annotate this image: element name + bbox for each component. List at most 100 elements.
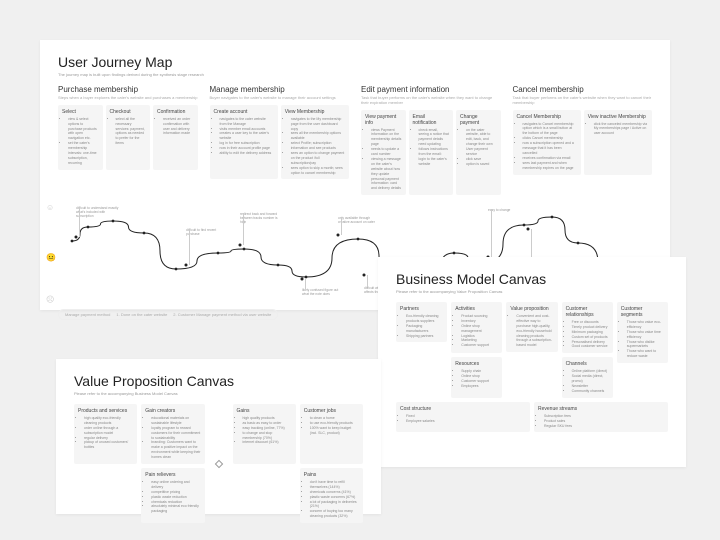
bmc-relationships-title: Customer relationships — [566, 306, 609, 318]
step-title: View payment info — [365, 114, 402, 126]
bmc-relationships: Customer relationships Free or discounts… — [562, 302, 613, 353]
bmc-partners: Partners Eco-friendly cleaning products … — [396, 302, 447, 342]
bmc-channels: Channels Online platform (direct)Social … — [562, 357, 613, 397]
step-title: Email notification — [413, 114, 450, 126]
journey-step: View Membership navigates to the My memb… — [281, 105, 349, 180]
list-item: sees all the membership options availabl… — [291, 131, 345, 141]
step-title: View inactive Membership — [588, 114, 648, 120]
list-item: 100% want to keep budget (incl. SLC, pro… — [310, 426, 359, 436]
list-item: ability to edit the delivery address — [220, 151, 274, 156]
list-item: internet discount (61%) — [243, 440, 292, 445]
journey-step: Select view & select options to purchase… — [58, 105, 103, 170]
vpc-gain-creators: Gain creators educational materials on s… — [141, 404, 204, 464]
list-item: Those who dislike supermarkets — [627, 340, 664, 350]
phase-desc: Steps when a buyer explores the cater's … — [58, 96, 198, 101]
list-item: navigates to Cancel membership option wh… — [523, 122, 577, 137]
bmc-channels-title: Channels — [566, 361, 609, 367]
list-item: Those who want to reduce waste — [627, 349, 664, 359]
list-item: click the canceled membership via My mem… — [594, 122, 648, 137]
bmc-revenue-title: Revenue streams — [538, 406, 664, 412]
bmc-activities: Activities Product sourcingInventoryOnli… — [451, 302, 502, 353]
list-item: to change and stop membership (70%) — [243, 431, 292, 441]
step-title: Confirmation — [157, 109, 194, 115]
step-title: Change payment — [460, 114, 497, 126]
step-title: Create account — [214, 109, 274, 115]
journey-title: User Journey Map — [58, 54, 652, 70]
bmc-cost: Cost structure FixedEmployee salaries — [396, 402, 530, 433]
vpc-products: Products and services high quality eco-f… — [74, 404, 137, 464]
list-item: select all the necessary services: payme… — [116, 117, 147, 146]
list-item: Regular SKU fees — [544, 424, 664, 429]
journey-step: Change payment on the cater website, abl… — [456, 110, 501, 196]
vpc-jobs: Customer jobs to clean a hometo use eco-… — [300, 404, 363, 464]
vpc-pains: Pains don't have time to refillthemselve… — [300, 468, 363, 523]
emotion-icon: 😐 — [46, 253, 56, 262]
legend-item: Manage payment method — [65, 312, 110, 317]
vpc-pains-title: Pains — [304, 472, 359, 478]
journey-step: Checkout select all the necessary servic… — [106, 105, 151, 170]
vpc-subtitle: Please refer to the accompanying Busines… — [74, 391, 363, 396]
list-item: Eco-friendly cleaning products suppliers — [406, 314, 443, 324]
bmc-resources-title: Resources — [455, 361, 498, 367]
list-item: views Payment information on the members… — [371, 128, 402, 148]
curve-caption: easy to change — [488, 209, 532, 213]
vpc-title: Value Proposition Canvas — [74, 373, 363, 389]
vpc-gains-title: Gains — [237, 408, 292, 414]
phase-desc: Buyer navigates to the cater's website t… — [210, 96, 350, 101]
vpc-gains: Gains high quality productsas basic as e… — [233, 404, 296, 464]
list-item: now a subscription opened and a message … — [523, 141, 577, 156]
vpc-pain-relievers-title: Pain relievers — [145, 472, 200, 478]
bmc-segments: Customer segments Those who value eco-ef… — [617, 302, 668, 363]
journey-phase: Purchase membership Steps when a buyer e… — [58, 85, 198, 195]
list-item: creates a user key to the cater's websit… — [220, 131, 274, 141]
list-item: Shipping partners — [406, 334, 443, 339]
list-item: sees last payment and when membership ex… — [523, 161, 577, 171]
phase-title: Purchase membership — [58, 85, 198, 94]
step-title: Cancel Membership — [517, 114, 577, 120]
phase-desc: Task that buyer performs on the cater's … — [361, 96, 501, 106]
phase-row: Purchase membership Steps when a buyer e… — [58, 85, 652, 195]
list-item: option is saved — [466, 162, 497, 167]
list-item: high quality eco-friendly cleaning produ… — [84, 416, 133, 426]
list-item: easy online ordering and delivery — [151, 480, 200, 490]
list-item: concern of buying too many cleaning prod… — [310, 509, 359, 519]
vpc-connector — [209, 404, 229, 523]
list-item: select Profile; subscription information… — [291, 141, 345, 151]
list-item: a lot of packaging in deliveries (21%) — [310, 500, 359, 510]
list-item: easy tracking (online, 77%) — [243, 426, 292, 431]
list-item: Those who value eco-efficiency — [627, 320, 664, 330]
list-item: Employees — [461, 384, 498, 389]
list-item: Packaging manufacturers — [406, 324, 443, 334]
curve-caption: only available through creative account … — [338, 217, 382, 225]
emotion-icon: ☹ — [46, 295, 54, 304]
list-item: pickup of unused customers' bottles — [84, 440, 133, 450]
bmc-resources: Resources Supply chainOnline shopCustome… — [451, 357, 502, 397]
step-row: Select view & select options to purchase… — [58, 105, 198, 170]
list-item: Those who value time efficiency — [627, 330, 664, 340]
step-title: Checkout — [110, 109, 147, 115]
legend-item: 2. Customer Manage payment method via us… — [173, 312, 271, 317]
list-item: view & select options to purchase produc… — [68, 117, 99, 141]
bmc-title: Business Model Canvas — [396, 271, 668, 287]
step-row: View payment info views Payment informat… — [361, 110, 501, 196]
bmc-subtitle: Please refer to the accompanying Value P… — [396, 289, 668, 294]
bmc-partners-title: Partners — [400, 306, 443, 312]
bmc-segments-title: Customer segments — [621, 306, 664, 318]
step-title: Select — [62, 109, 99, 115]
list-item: plastic waste concerns (67%) — [310, 495, 359, 500]
vpc-panel: Value Proposition Canvas Please refer to… — [56, 359, 381, 514]
list-item: Good customer service — [572, 344, 609, 349]
bmc-value: Value proposition Convenient and cost-ef… — [506, 302, 557, 352]
list-item: sees option to skip a month; sees option… — [291, 166, 345, 176]
list-item: navigates to the cater website from the … — [220, 117, 274, 127]
list-item: order online through a subscription mode… — [84, 426, 133, 436]
phase-desc: Task that buyer performs on the cater's … — [513, 96, 653, 106]
vpc-gain-creators-title: Gain creators — [145, 408, 200, 414]
emotion-icon: ☺ — [46, 203, 54, 212]
legend: Manage payment method1. Done on the cate… — [58, 309, 278, 320]
list-item: Customer support — [461, 343, 498, 348]
list-item: Online shop management — [461, 324, 498, 334]
bmc-grid: Partners Eco-friendly cleaning products … — [396, 302, 668, 398]
journey-step: Confirmation received an order confirmat… — [153, 105, 198, 170]
phase-title: Cancel membership — [513, 85, 653, 94]
